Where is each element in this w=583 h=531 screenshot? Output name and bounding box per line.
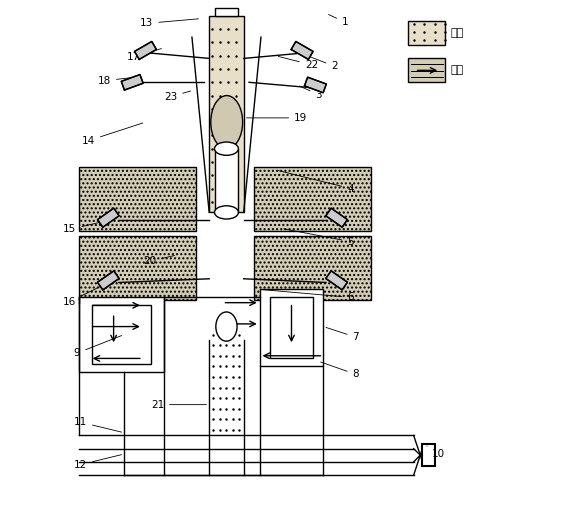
Text: 20: 20 bbox=[143, 255, 175, 266]
Text: 12: 12 bbox=[74, 455, 121, 469]
Bar bbox=[271, 297, 312, 358]
Text: 1: 1 bbox=[329, 14, 349, 27]
Text: 5: 5 bbox=[283, 229, 354, 246]
Text: 4: 4 bbox=[278, 170, 354, 193]
Text: 钢丝: 钢丝 bbox=[451, 65, 464, 75]
Text: 17: 17 bbox=[127, 48, 161, 62]
Text: 16: 16 bbox=[63, 284, 106, 306]
Polygon shape bbox=[326, 271, 347, 290]
Bar bbox=[254, 167, 371, 231]
Ellipse shape bbox=[215, 206, 238, 219]
Text: 3: 3 bbox=[299, 86, 322, 99]
Ellipse shape bbox=[211, 96, 243, 149]
Bar bbox=[215, 149, 238, 212]
Text: 19: 19 bbox=[247, 113, 307, 123]
Text: 22: 22 bbox=[278, 56, 318, 70]
Bar bbox=[422, 444, 435, 466]
Polygon shape bbox=[135, 41, 156, 59]
Text: 21: 21 bbox=[151, 400, 206, 409]
Text: 铜液: 铜液 bbox=[451, 28, 464, 38]
Text: 6: 6 bbox=[262, 289, 354, 302]
Text: 11: 11 bbox=[74, 417, 121, 432]
Bar bbox=[79, 297, 164, 372]
Polygon shape bbox=[121, 74, 143, 90]
Bar bbox=[209, 16, 244, 212]
Text: 10: 10 bbox=[427, 446, 445, 459]
Polygon shape bbox=[97, 208, 119, 227]
Text: 9: 9 bbox=[74, 336, 122, 358]
Bar bbox=[408, 21, 445, 45]
Bar bbox=[79, 167, 196, 231]
Bar bbox=[79, 236, 196, 300]
Text: 23: 23 bbox=[164, 91, 191, 101]
Text: 14: 14 bbox=[82, 123, 143, 145]
Polygon shape bbox=[291, 41, 313, 59]
Text: 18: 18 bbox=[98, 76, 135, 85]
Polygon shape bbox=[304, 77, 326, 93]
Text: 13: 13 bbox=[140, 19, 198, 28]
Bar bbox=[254, 236, 371, 300]
Bar bbox=[259, 289, 324, 366]
Bar bbox=[215, 8, 238, 16]
Polygon shape bbox=[326, 208, 347, 227]
Ellipse shape bbox=[216, 312, 237, 341]
Text: 8: 8 bbox=[321, 362, 359, 379]
Text: 15: 15 bbox=[63, 221, 106, 234]
Text: 2: 2 bbox=[310, 57, 338, 71]
Bar bbox=[92, 305, 151, 364]
Text: 7: 7 bbox=[326, 328, 359, 342]
Bar bbox=[408, 58, 445, 82]
Ellipse shape bbox=[215, 142, 238, 155]
Polygon shape bbox=[97, 271, 119, 290]
